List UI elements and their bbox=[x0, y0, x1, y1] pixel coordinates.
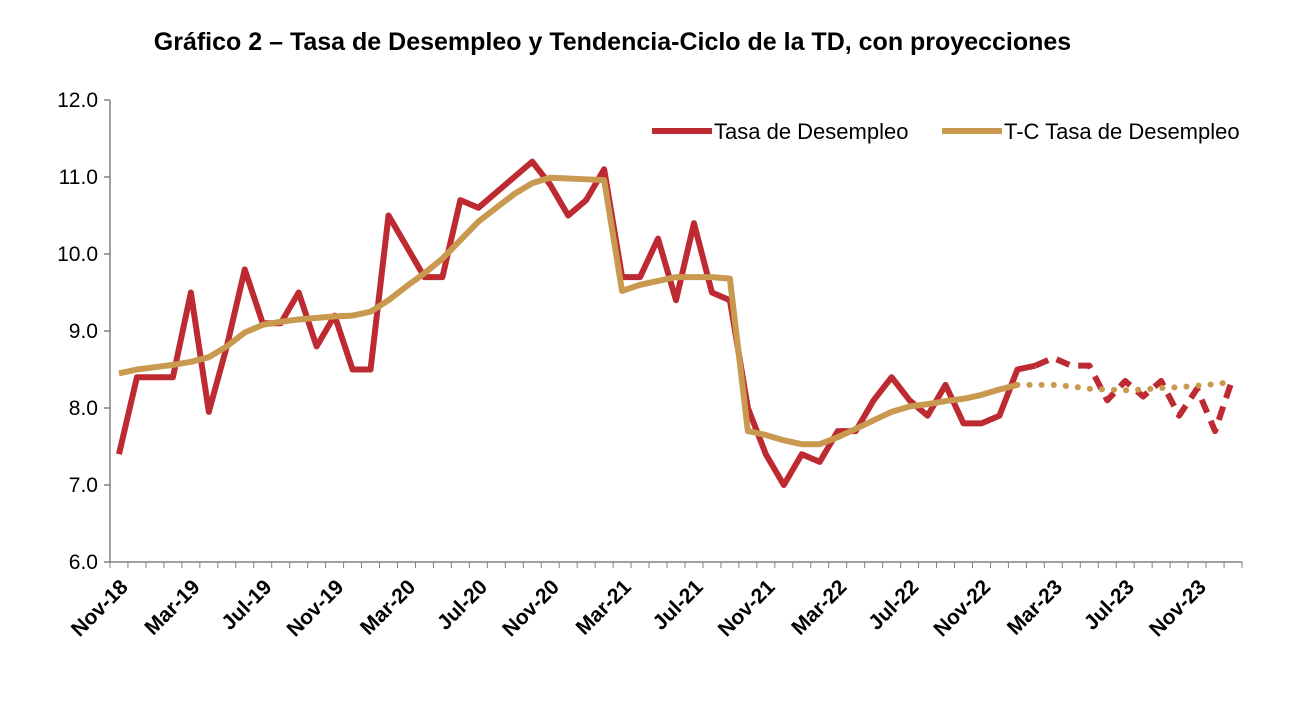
x-tick-label: Jul-23 bbox=[1080, 575, 1139, 634]
x-tick-label: Mar-21 bbox=[572, 575, 636, 639]
series-tasa-desempleo-proyeccion bbox=[1034, 354, 1236, 435]
x-tick-label: Jul-19 bbox=[217, 575, 276, 634]
x-tick-label: Mar-22 bbox=[787, 575, 851, 639]
legend: Tasa de Desempleo T-C Tasa de Desempleo bbox=[652, 119, 1240, 144]
x-tick-label: Mar-19 bbox=[140, 575, 204, 639]
x-tick-label: Jul-22 bbox=[864, 575, 923, 634]
chart-title: Gráfico 2 – Tasa de Desempleo y Tendenci… bbox=[153, 28, 1072, 56]
x-tick-label: Mar-20 bbox=[356, 575, 420, 639]
y-tick-label: 7.0 bbox=[69, 474, 98, 497]
legend-label: T-C Tasa de Desempleo bbox=[1004, 119, 1240, 144]
x-tick-label: Nov-19 bbox=[283, 575, 349, 641]
x-tick-label: Nov-22 bbox=[929, 575, 995, 641]
x-tick-label: Nov-20 bbox=[498, 575, 564, 641]
x-tick-label: Jul-21 bbox=[649, 575, 708, 634]
y-tick-label: 10.0 bbox=[57, 243, 98, 266]
y-tick-label: 6.0 bbox=[69, 551, 98, 574]
series-tasa-desempleo bbox=[116, 158, 1036, 488]
y-tick-label: 11.0 bbox=[59, 166, 98, 189]
x-tick-label: Nov-18 bbox=[67, 575, 133, 641]
x-tick-label: Nov-23 bbox=[1145, 575, 1211, 641]
series-tc-tasa-desempleo bbox=[118, 174, 1019, 448]
x-tick-label: Nov-21 bbox=[714, 575, 780, 641]
x-tick-label: Mar-23 bbox=[1003, 575, 1067, 639]
x-tick-label: Jul-20 bbox=[433, 575, 492, 634]
y-tick-label: 9.0 bbox=[69, 320, 98, 343]
y-tick-label: 8.0 bbox=[69, 397, 98, 420]
y-tick-label: 12.0 bbox=[57, 89, 98, 112]
series-tc-tasa-desempleo-proyeccion bbox=[1014, 378, 1237, 394]
legend-label: Tasa de Desempleo bbox=[714, 119, 908, 144]
series-layer bbox=[116, 158, 1237, 488]
